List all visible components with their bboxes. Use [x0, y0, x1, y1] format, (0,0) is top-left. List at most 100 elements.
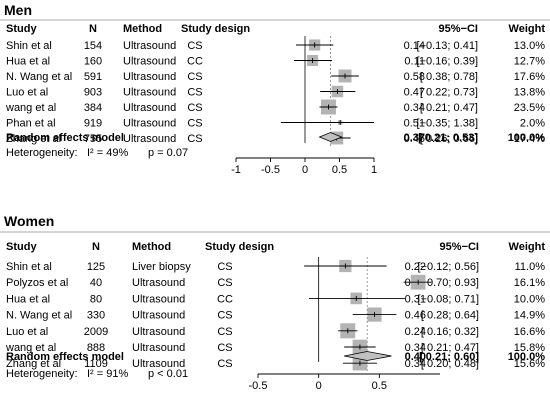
women-study-name: Shin et al: [6, 261, 52, 273]
men-study-weight: 2.0%: [520, 118, 545, 130]
men-heterogeneity-p: p = 0.07: [148, 147, 188, 159]
women-heterogeneity-p: p < 0.01: [148, 368, 188, 380]
men-study-ci: [ 0.21; 0.47]: [420, 102, 478, 114]
women-study-weight: 16.6%: [514, 326, 545, 338]
women-study-n: 125: [87, 261, 105, 273]
men-study-ci: [−0.35; 1.38]: [417, 118, 478, 130]
women-x-tick-label: -0.5: [249, 380, 268, 392]
men-study-n: 591: [84, 71, 102, 83]
women-study-ci: [ 0.70; 0.93]: [421, 277, 479, 289]
women-study-n: 80: [90, 293, 102, 305]
men-study-rows: Shin et al 154 Ultrasound CS 0.14[−0.13; 0.4…: [5, 40, 545, 159]
men-header-method: Method: [123, 23, 162, 35]
women-study-ci: [ 0.20; 0.48]: [421, 358, 479, 370]
women-pooled-estimate: 0.40: [405, 351, 426, 363]
women-study-method: Ultrasound: [132, 277, 185, 289]
women-forest-plot: -0.5 0 0.5: [249, 257, 440, 392]
men-study-name: Shin et al: [6, 40, 52, 52]
women-study-method: Ultrasound: [132, 326, 185, 338]
men-study-estimate: 0.34: [404, 102, 425, 114]
men-study-n: 384: [84, 102, 102, 114]
women-study-design: CS: [217, 342, 232, 354]
women-study-design: CS: [217, 277, 232, 289]
women-panel: Women Study N Method Study design 95%−CI…: [0, 213, 550, 392]
men-study-weight: 17.6%: [514, 71, 545, 83]
men-study-weight: 13.8%: [514, 87, 545, 99]
women-study-method: Ultrasound: [132, 310, 185, 322]
women-header-ci: 95%−CI: [440, 241, 479, 253]
women-heterogeneity-i2: I² = 91%: [87, 368, 128, 380]
women-header-n: N: [92, 241, 100, 253]
men-study-n: 154: [84, 40, 102, 52]
women-x-tick-label: 0.5: [372, 380, 387, 392]
men-forest-plot: -1 -0.5 0 0.5 1: [231, 36, 377, 176]
men-x-tick-label: -0.5: [261, 164, 280, 176]
men-study-ci: [−0.16; 0.39]: [417, 56, 478, 68]
men-study-design: CS: [187, 133, 202, 145]
women-pooled-ci: [ 0.21; 0.60]: [419, 351, 479, 363]
women-study-name: Polyzos et al: [6, 277, 68, 289]
men-study-design: CS: [187, 87, 202, 99]
women-study-weight: 10.0%: [514, 293, 545, 305]
women-pooled-label: Random effects model: [6, 351, 124, 363]
men-pooled-weight: 100.0%: [508, 132, 546, 144]
women-study-n: 2009: [84, 326, 108, 338]
women-header-design: Study design: [205, 241, 274, 253]
men-study-design: CC: [187, 56, 203, 68]
women-study-name: N. Wang et al: [6, 310, 72, 322]
men-panel: Men Study N Method Study design 95%−CI W…: [0, 2, 550, 176]
women-study-n: 330: [87, 310, 105, 322]
men-study-ci: [ 0.38; 0.78]: [420, 71, 478, 83]
men-study-design: CS: [187, 71, 202, 83]
women-x-tick-label: 0: [316, 380, 322, 392]
women-study-ci: [−0.08; 0.71]: [418, 293, 479, 305]
women-study-ci: [−0.12; 0.56]: [418, 261, 479, 273]
men-heterogeneity-label: Heterogeneity:: [6, 147, 78, 159]
men-study-design: CS: [187, 40, 202, 52]
men-study-weight: 12.7%: [514, 56, 545, 68]
women-study-n: 40: [90, 277, 102, 289]
men-study-method: Ultrasound: [123, 87, 176, 99]
women-study-weight: 11.0%: [515, 261, 546, 273]
men-study-n: 755: [84, 133, 102, 145]
men-study-weight: 17.4%: [514, 133, 545, 145]
men-x-tick-label: -1: [231, 164, 241, 176]
men-header-n: N: [89, 23, 97, 35]
women-study-estimate: 0.22: [405, 261, 426, 273]
women-heterogeneity-label: Heterogeneity:: [6, 368, 78, 380]
men-study-name: wang et al: [5, 102, 56, 114]
men-study-n: 903: [84, 87, 102, 99]
women-study-name: wang et al: [5, 342, 56, 354]
women-study-weight: 14.9%: [514, 310, 545, 322]
men-study-name: N. Wang et al: [6, 71, 72, 83]
women-study-estimate: 0.24: [405, 326, 426, 338]
men-pooled-ci: [ 0.21; 0.53]: [418, 132, 478, 144]
men-study-weight: 23.5%: [514, 102, 545, 114]
men-study-method: Ultrasound: [123, 133, 176, 145]
women-study-ci: [ 0.21; 0.47]: [421, 342, 479, 354]
men-study-name: Phan et al: [6, 118, 56, 130]
women-study-design: CS: [217, 310, 232, 322]
women-study-name: Zhang et al: [6, 358, 61, 370]
women-study-method: Ultrasound: [132, 342, 185, 354]
women-study-method: Ultrasound: [132, 293, 185, 305]
men-x-tick-label: 0: [302, 164, 308, 176]
men-pooled-diamond: [318, 132, 343, 142]
women-study-method: Ultrasound: [132, 358, 185, 370]
women-panel-title: Women: [4, 213, 54, 229]
men-study-method: Ultrasound: [123, 56, 176, 68]
men-study-name: Luo et al: [6, 87, 48, 99]
men-x-tick-label: 0.5: [332, 164, 347, 176]
women-study-n: 1109: [84, 358, 108, 370]
men-study-estimate: 0.46: [404, 133, 425, 145]
men-pooled-estimate: 0.37: [404, 132, 425, 144]
men-study-ci: [ 0.22; 0.73]: [420, 87, 478, 99]
men-study-estimate: 0.58: [404, 71, 425, 83]
men-header-study: Study: [6, 23, 37, 35]
women-header-study: Study: [6, 241, 37, 253]
women-study-estimate: 0.46: [405, 310, 426, 322]
men-study-method: Ultrasound: [123, 118, 176, 130]
women-study-estimate: 0.34: [405, 358, 426, 370]
women-study-method: Liver biopsy: [132, 261, 191, 273]
